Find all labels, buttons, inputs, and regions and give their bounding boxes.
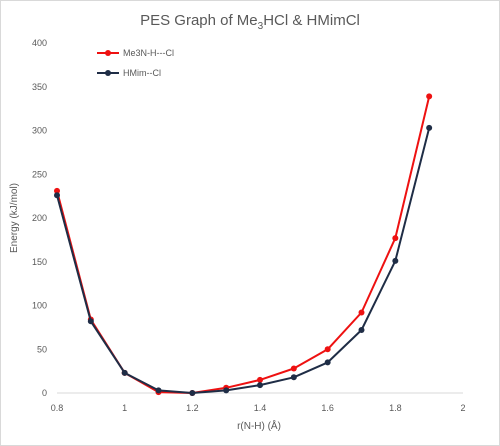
chart-title-rest: HCl & HMimCl (263, 12, 360, 29)
y-tick-label: 250 (32, 169, 47, 179)
data-point (392, 235, 399, 242)
data-point (54, 192, 60, 199)
data-point (324, 359, 331, 366)
y-tick-label: 350 (32, 82, 47, 92)
data-point (358, 327, 365, 333)
chart-title-main: PES Graph of Me (140, 12, 258, 29)
y-tick-label: 150 (32, 257, 47, 267)
data-point (87, 318, 94, 325)
y-tick-label: 200 (32, 213, 47, 223)
legend-label: Me3N-H---Cl (123, 48, 174, 58)
x-tick-label: 0.8 (51, 403, 64, 413)
data-point (358, 309, 365, 316)
data-point (121, 369, 128, 376)
legend-swatch-marker (105, 70, 111, 76)
x-tick-label: 1.2 (186, 403, 199, 413)
data-point (426, 93, 433, 100)
data-point (189, 390, 196, 396)
data-point (257, 382, 263, 389)
series-line (56, 96, 431, 394)
y-tick-label: 100 (32, 301, 47, 311)
data-point (54, 187, 60, 194)
data-point (324, 346, 331, 353)
series-2 (54, 124, 433, 396)
y-tick-label: 400 (32, 38, 47, 48)
data-point (426, 124, 433, 131)
chart-title: PES Graph of Me3HCl & HMimCl (140, 12, 360, 32)
chart-title-subscript: 3 (258, 21, 264, 32)
x-tick-label: 1.8 (389, 403, 402, 413)
data-point (392, 257, 399, 264)
x-tick-label: 1.4 (254, 403, 267, 413)
legend-swatch-marker (105, 50, 111, 56)
legend-item: Me3N-H---Cl (97, 48, 174, 58)
y-tick-label: 300 (32, 126, 47, 136)
y-tick-label: 0 (42, 388, 47, 398)
series-line (56, 127, 431, 394)
legend-item: HMim--Cl (97, 68, 161, 78)
y-tick-label: 50 (37, 344, 47, 354)
series-layer (54, 93, 433, 396)
x-tick-label: 1.6 (321, 403, 334, 413)
y-axis-label: Energy (kJ/mol) (9, 183, 20, 253)
data-point (257, 376, 263, 383)
data-point (290, 374, 297, 381)
y-tick-labels: 0 50 100 150 200 250 300 350 400 (32, 38, 47, 398)
x-tick-label: 2 (460, 403, 465, 413)
data-point (223, 387, 230, 394)
data-point (290, 365, 297, 372)
x-axis-label: r(N-H) (Å) (237, 419, 281, 432)
x-tick-label: 1 (122, 403, 127, 413)
legend: Me3N-H---Cl HMim--Cl (97, 48, 174, 78)
x-tick-labels: 0.8 1 1.2 1.4 1.6 1.8 2 (51, 403, 466, 413)
data-point (155, 387, 162, 394)
legend-label: HMim--Cl (123, 68, 161, 78)
